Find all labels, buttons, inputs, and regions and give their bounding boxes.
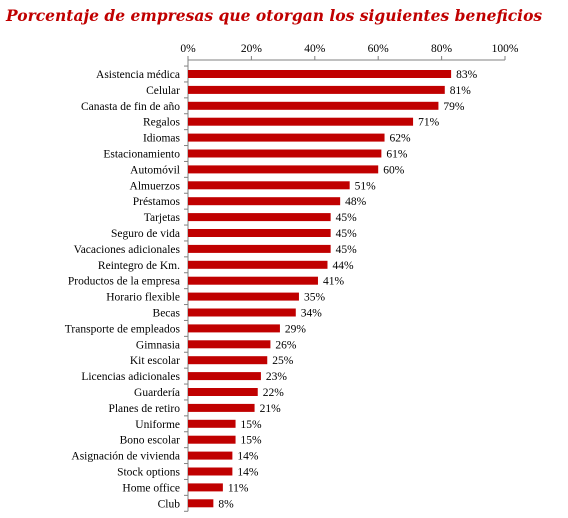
- data-label: 61%: [386, 149, 408, 161]
- bar: [188, 197, 341, 206]
- bar: [188, 229, 331, 237]
- bar: [188, 419, 236, 428]
- data-label: 48%: [345, 196, 367, 208]
- category-label: Bono escolar: [120, 435, 181, 447]
- data-label: 41%: [323, 276, 345, 288]
- category-label: Tarjetas: [144, 212, 181, 224]
- data-label: 45%: [336, 244, 358, 256]
- category-label: Préstamos: [133, 196, 181, 208]
- data-label: 8%: [218, 498, 234, 510]
- data-label: 83%: [456, 69, 478, 81]
- category-label: Almuerzos: [130, 180, 181, 192]
- category-label: Idiomas: [143, 133, 181, 145]
- data-label: 62%: [390, 133, 412, 145]
- x-tick-label: 20%: [241, 43, 263, 55]
- x-tick-label: 40%: [304, 43, 326, 55]
- bar: [188, 324, 280, 333]
- chart-title: Porcentaje de empresas que otorgan los s…: [6, 6, 543, 25]
- data-label: 15%: [241, 435, 262, 447]
- x-tick-label: 80%: [431, 43, 453, 55]
- data-label: 45%: [336, 212, 358, 224]
- data-label: 29%: [285, 323, 307, 335]
- category-label: Transporte de empleados: [65, 323, 181, 335]
- bar: [188, 388, 258, 396]
- category-label: Regalos: [143, 117, 181, 129]
- category-label: Licencias adicionales: [81, 371, 180, 383]
- category-label: Home office: [122, 482, 180, 494]
- bar: [188, 451, 233, 460]
- data-label: 79%: [443, 101, 465, 113]
- bar: [188, 292, 299, 301]
- bar: [188, 483, 223, 492]
- bar: [188, 244, 331, 253]
- data-label: 45%: [336, 228, 358, 240]
- data-label: 71%: [418, 117, 440, 129]
- bar: [188, 467, 233, 476]
- category-label: Vacaciones adicionales: [74, 244, 181, 256]
- data-label: 34%: [301, 308, 323, 320]
- bar: [188, 372, 261, 381]
- data-label: 11%: [228, 482, 249, 494]
- data-label: 60%: [383, 164, 405, 176]
- bar: [188, 181, 350, 190]
- bar: [188, 260, 328, 269]
- bar: [188, 499, 214, 508]
- category-label: Club: [158, 498, 181, 510]
- bar: [188, 340, 271, 349]
- data-label: 44%: [332, 260, 354, 272]
- x-tick-label: 100%: [492, 43, 519, 55]
- bar: [188, 435, 236, 444]
- category-label: Estacionamiento: [103, 149, 180, 161]
- data-label: 23%: [266, 371, 288, 383]
- data-label: 35%: [304, 292, 326, 304]
- data-label: 14%: [237, 451, 259, 463]
- category-label: Asistencia médica: [96, 69, 180, 81]
- bar: [188, 403, 255, 412]
- category-label: Productos de la empresa: [68, 276, 180, 288]
- category-label: Kit escolar: [130, 355, 180, 367]
- data-label: 81%: [450, 85, 472, 97]
- category-label: Stock options: [117, 467, 180, 479]
- bar: [188, 213, 331, 222]
- data-label: 26%: [275, 339, 297, 351]
- bar: [188, 165, 379, 174]
- bar: [188, 133, 385, 142]
- x-tick-label: 60%: [368, 43, 390, 55]
- category-label: Planes de retiro: [108, 403, 180, 415]
- category-label: Canasta de fin de año: [81, 101, 180, 113]
- data-label: 25%: [272, 355, 294, 367]
- category-label: Automóvil: [130, 164, 180, 176]
- category-label: Celular: [146, 85, 180, 97]
- category-label: Guardería: [134, 387, 180, 399]
- data-label: 14%: [237, 467, 259, 479]
- category-label: Asignación de vivienda: [71, 451, 180, 463]
- category-label: Gimnasia: [136, 339, 180, 351]
- data-label: 51%: [355, 180, 377, 192]
- bar: [188, 117, 414, 126]
- bar: [188, 149, 382, 158]
- x-tick-label: 0%: [180, 43, 196, 55]
- category-label: Horario flexible: [106, 292, 180, 304]
- bar: [188, 101, 439, 110]
- category-label: Uniforme: [135, 419, 180, 431]
- category-label: Seguro de vida: [111, 228, 180, 240]
- bar: [188, 276, 318, 285]
- data-label: 22%: [263, 387, 285, 399]
- bar: [188, 356, 268, 365]
- data-label: 15%: [241, 419, 262, 431]
- bar: [188, 85, 445, 94]
- category-label: Becas: [153, 308, 181, 320]
- bar: [188, 308, 296, 317]
- data-label: 21%: [260, 403, 282, 415]
- category-label: Reintegro de Km.: [98, 260, 180, 272]
- bar: [188, 70, 452, 78]
